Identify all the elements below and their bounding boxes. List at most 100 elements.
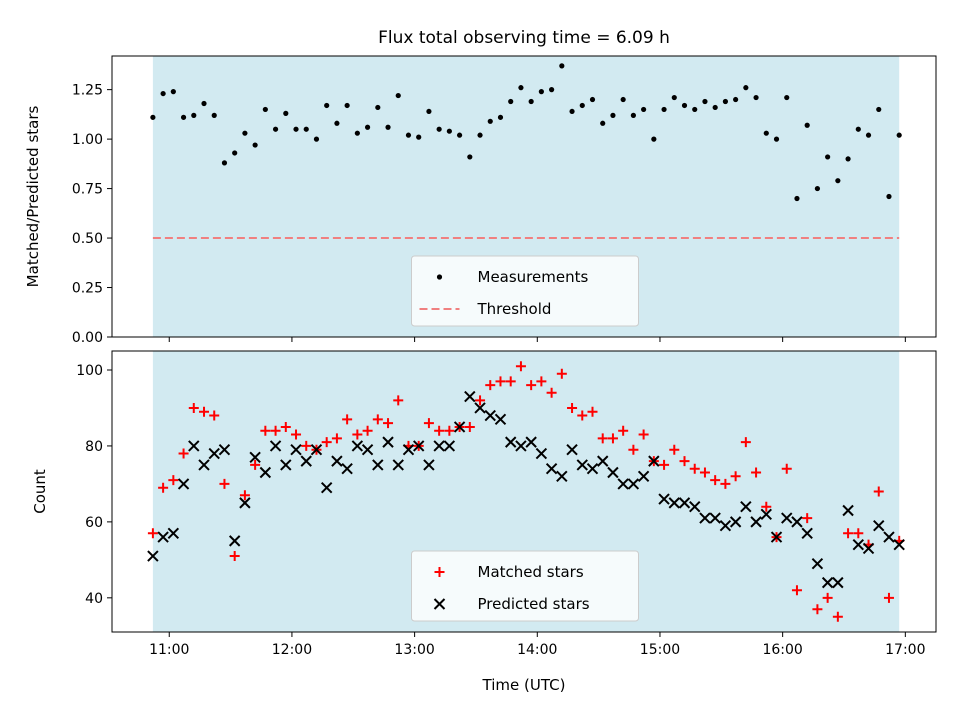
matched-stars-point bbox=[372, 414, 383, 425]
predicted-stars-point bbox=[361, 444, 374, 456]
measurement-point bbox=[794, 195, 800, 202]
bottom-series-predicted-stars bbox=[147, 390, 905, 589]
measurement-point bbox=[630, 112, 636, 118]
matched-stars-point bbox=[853, 528, 864, 539]
measurement-point bbox=[600, 120, 606, 126]
matched-stars-point bbox=[291, 429, 302, 440]
matched-stars-point bbox=[301, 440, 312, 451]
top-axes-frame bbox=[111, 55, 937, 338]
measurement-point bbox=[293, 126, 299, 132]
matched-stars-point bbox=[812, 604, 823, 615]
measurement-point bbox=[743, 85, 749, 91]
legend-label: Threshold bbox=[477, 300, 552, 318]
measurement-point bbox=[262, 106, 268, 113]
predicted-stars-point bbox=[372, 459, 384, 471]
predicted-stars-point bbox=[320, 481, 333, 494]
bottom-series-matched-stars bbox=[147, 361, 905, 622]
legend-label: Matched stars bbox=[478, 563, 584, 581]
predicted-stars-point bbox=[505, 436, 517, 448]
predicted-stars-point bbox=[239, 497, 251, 509]
matched-stars-point bbox=[342, 414, 353, 425]
predicted-stars-point bbox=[678, 497, 691, 509]
predicted-stars-point bbox=[617, 478, 629, 490]
predicted-stars-point bbox=[658, 493, 670, 505]
matched-stars-point bbox=[321, 437, 332, 448]
x-tick-label: 13:00 bbox=[394, 642, 434, 658]
predicted-stars-point bbox=[689, 500, 701, 513]
bottom-y-tick-label: 60 bbox=[85, 515, 103, 531]
matched-stars-point bbox=[659, 459, 670, 470]
measurement-point bbox=[508, 98, 514, 105]
predicted-stars-point bbox=[198, 459, 210, 471]
predicted-stars-point bbox=[556, 470, 568, 483]
matched-stars-point bbox=[250, 459, 261, 470]
legend-box bbox=[411, 255, 639, 327]
predicted-stars-point bbox=[310, 444, 323, 456]
top-y-axis-label: Matched/Predicted stars bbox=[24, 106, 42, 288]
matched-stars-point bbox=[239, 490, 250, 501]
measurement-point bbox=[232, 150, 238, 156]
bottom-y-tick-label: 80 bbox=[85, 439, 103, 455]
predicted-stars-point bbox=[433, 440, 445, 452]
measurement-point bbox=[763, 130, 769, 136]
predicted-stars-point bbox=[412, 440, 425, 452]
predicted-stars-point bbox=[729, 516, 742, 528]
predicted-stars-point bbox=[668, 497, 680, 509]
matched-stars-point bbox=[383, 418, 394, 429]
predicted-stars-point bbox=[147, 550, 159, 562]
measurement-point bbox=[150, 114, 156, 120]
measurement-point bbox=[170, 89, 176, 95]
matched-stars-point bbox=[505, 376, 516, 387]
matched-stars-point bbox=[761, 501, 772, 512]
predicted-stars-point bbox=[545, 463, 558, 475]
matched-stars-point bbox=[577, 410, 588, 421]
predicted-stars-point bbox=[821, 576, 834, 589]
matched-stars-point bbox=[331, 433, 342, 444]
predicted-stars-point bbox=[801, 527, 813, 539]
measurement-point bbox=[651, 136, 657, 142]
measurement-point bbox=[855, 126, 861, 132]
top-y-tick-label: 0.25 bbox=[72, 281, 103, 297]
measurement-point bbox=[191, 112, 197, 118]
matched-stars-point bbox=[260, 425, 271, 436]
matched-stars-point bbox=[475, 395, 486, 406]
bottom-plot: 11:00 12:00 13:00 14:00 15:00 16:00 17:00 40 60 8… bbox=[31, 350, 937, 694]
measurement-point bbox=[375, 104, 381, 111]
predicted-stars-point bbox=[648, 455, 660, 467]
measurement-point bbox=[733, 96, 739, 103]
predicted-stars-point bbox=[167, 527, 180, 539]
measurement-point bbox=[467, 154, 473, 160]
predicted-stars-point bbox=[566, 444, 578, 456]
predicted-stars-point bbox=[249, 451, 261, 464]
predicted-stars-point bbox=[637, 470, 650, 483]
measurement-point bbox=[487, 118, 493, 124]
matched-stars-point bbox=[526, 380, 537, 391]
predicted-stars-point bbox=[862, 542, 875, 555]
measurement-point bbox=[426, 108, 432, 115]
measurement-point bbox=[804, 122, 810, 128]
predicted-stars-point bbox=[331, 455, 343, 467]
top-y-tick-label: 1.25 bbox=[72, 83, 103, 99]
matched-stars-point bbox=[280, 421, 291, 432]
matched-stars-point bbox=[607, 433, 618, 444]
predicted-stars-point bbox=[494, 413, 507, 426]
matched-stars-point bbox=[638, 429, 649, 440]
matched-stars-point bbox=[751, 467, 762, 478]
predicted-stars-point bbox=[188, 440, 200, 452]
predicted-stars-point bbox=[157, 531, 169, 543]
predicted-stars-point bbox=[811, 557, 824, 570]
measurement-point bbox=[876, 106, 882, 113]
legend-label: Predicted stars bbox=[478, 595, 590, 613]
matched-stars-point bbox=[822, 592, 833, 603]
bottom-axes-frame bbox=[111, 350, 937, 633]
x-tick-label: 16:00 bbox=[762, 642, 802, 658]
matched-stars-point bbox=[873, 486, 884, 497]
matched-stars-point bbox=[270, 425, 281, 436]
matched-stars-point bbox=[730, 471, 741, 482]
predicted-stars-point bbox=[709, 512, 721, 524]
measurement-point bbox=[405, 132, 412, 138]
predicted-stars-point bbox=[474, 402, 486, 414]
legend-box bbox=[411, 550, 639, 622]
measurement-point bbox=[886, 193, 892, 200]
matched-stars-point bbox=[699, 467, 710, 478]
